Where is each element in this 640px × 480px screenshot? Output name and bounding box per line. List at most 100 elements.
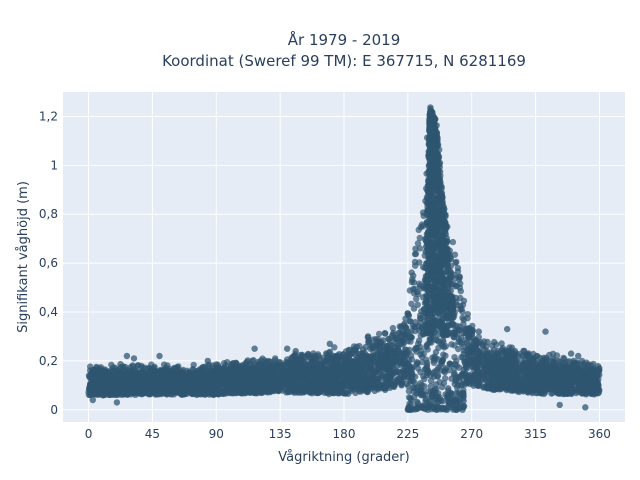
data-point [413,295,420,303]
data-point [543,356,551,364]
data-point [448,375,455,382]
data-point [456,364,463,371]
data-point [451,354,458,361]
data-point [103,375,110,382]
data-point [355,383,363,390]
data-point [433,366,441,374]
data-point [364,388,371,396]
data-point [370,376,377,383]
data-point [405,382,412,390]
data-point [388,332,396,340]
data-point [453,389,460,397]
data-point [450,406,457,413]
data-point [525,361,533,369]
data-point [430,388,437,395]
data-point [465,378,473,386]
data-point [407,394,414,402]
data-point [134,382,142,389]
data-point [463,374,470,381]
data-point [396,375,403,382]
data-point [407,334,414,341]
data-point [535,375,542,382]
data-point [464,311,471,318]
data-point [398,382,405,389]
data-point [459,301,467,309]
data-point [510,350,517,358]
data-point [446,400,454,408]
data-point [411,379,418,386]
data-point [326,349,333,356]
data-point [493,383,500,391]
data-point [237,363,244,370]
data-point [188,371,196,378]
data-point [452,259,459,267]
data-point [416,245,424,252]
data-point [585,365,592,372]
data-point [451,380,458,388]
data-point [456,404,463,411]
data-point [446,360,453,367]
data-point [407,318,414,325]
data-point [463,339,470,346]
data-point [127,367,134,375]
data-point [596,364,603,372]
data-point [275,371,282,378]
data-point [359,349,366,357]
data-point [460,316,467,323]
data-point [469,356,476,364]
data-point [331,344,338,351]
data-point [458,381,465,388]
data-point [306,387,313,394]
data-point [91,389,98,396]
data-point [421,375,428,383]
data-point [318,361,325,368]
data-point [454,264,462,272]
data-point [414,365,422,372]
data-point [336,389,343,396]
data-point [543,376,551,383]
data-point [220,360,228,367]
data-point [392,353,399,360]
data-point [550,359,557,367]
data-point [423,405,430,412]
data-points [85,104,603,413]
data-point [451,251,459,258]
data-point [227,364,235,372]
data-point [509,387,516,394]
data-point [408,300,415,307]
data-point [109,368,116,375]
data-point [213,390,220,397]
data-point [171,374,178,381]
data-point [333,353,340,360]
data-point [578,357,586,365]
data-point [352,389,359,397]
data-point [441,369,449,376]
data-point [381,330,389,337]
data-point [410,388,417,395]
data-point [395,347,402,354]
data-point [526,374,533,382]
data-point [258,377,266,384]
data-point [440,351,447,358]
data-point [369,353,377,361]
data-point [305,351,312,358]
data-point [365,339,373,346]
data-point [103,390,110,397]
data-point [566,358,573,365]
data-point [457,287,464,295]
data-point [398,333,405,341]
data-point [488,350,496,358]
data-point [516,350,523,358]
data-point [239,386,247,393]
data-point [340,351,347,358]
data-point [389,324,397,332]
data-point [214,383,221,390]
data-point [371,359,378,366]
data-point [333,380,340,387]
data-point [583,374,590,381]
data-point [339,357,346,364]
data-point [545,385,552,393]
data-point [469,322,476,330]
data-point [351,370,358,378]
